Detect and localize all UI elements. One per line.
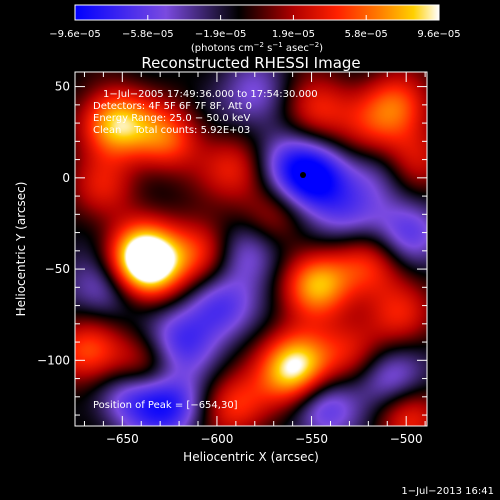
peak-marker bbox=[300, 172, 306, 178]
x-tick-label: −500 bbox=[390, 432, 423, 446]
colorbar-tick-label: 1.9e−05 bbox=[272, 29, 315, 40]
colorbar bbox=[74, 4, 440, 21]
colorbar-tick-label: 9.6e−05 bbox=[417, 29, 460, 40]
annotation-counts: Clean Total counts: 5.92E+03 bbox=[93, 125, 250, 136]
y-tick-label: 50 bbox=[55, 80, 70, 94]
x-tick-label: −550 bbox=[295, 432, 328, 446]
colorbar-tick-label: 5.8e−05 bbox=[345, 29, 388, 40]
x-tick-labels: −650 −600 −550 −500 bbox=[106, 432, 423, 446]
plot-frame bbox=[74, 71, 428, 427]
colorbar-tick-label: −1.9e−05 bbox=[195, 29, 247, 40]
chart-title: Reconstructed RHESSI Image bbox=[141, 54, 360, 72]
colorbar-tick-label: −9.6e−05 bbox=[49, 29, 101, 40]
y-tick-label: −50 bbox=[45, 262, 70, 276]
y-tick-label: 0 bbox=[62, 171, 70, 185]
annotation-peak-position: Position of Peak = [−654,30] bbox=[93, 400, 238, 411]
x-tick-label: −650 bbox=[106, 432, 139, 446]
axis-ticks bbox=[75, 72, 427, 426]
annotation-detectors: Detectors: 4F 5F 6F 7F 8F, Att 0 bbox=[93, 101, 252, 112]
y-tick-label: −100 bbox=[37, 353, 70, 367]
annotation-energy: Energy Range: 25.0 − 50.0 keV bbox=[93, 113, 250, 124]
timestamp: 1−Jul−2013 16:41 bbox=[401, 486, 494, 497]
y-axis-label: Heliocentric Y (arcsec) bbox=[14, 182, 28, 317]
colorbar-ticks bbox=[74, 15, 440, 20]
x-tick-label: −600 bbox=[200, 432, 233, 446]
annotation-time: 1−Jul−2005 17:49:36.000 to 17:54:30.000 bbox=[103, 89, 318, 100]
colorbar-unit-label: (photons cm−2 s−1 asec−2) bbox=[191, 41, 323, 54]
heatmap-image bbox=[75, 72, 427, 426]
colorbar-tick-label: −5.8e−05 bbox=[122, 29, 174, 40]
x-axis-label: Heliocentric X (arcsec) bbox=[183, 450, 319, 464]
y-tick-labels: 50 0 −50 −100 bbox=[37, 80, 70, 368]
colorbar-tick-labels: −9.6e−05 −5.8e−05 −1.9e−05 1.9e−05 5.8e−05 9.… bbox=[49, 29, 460, 40]
